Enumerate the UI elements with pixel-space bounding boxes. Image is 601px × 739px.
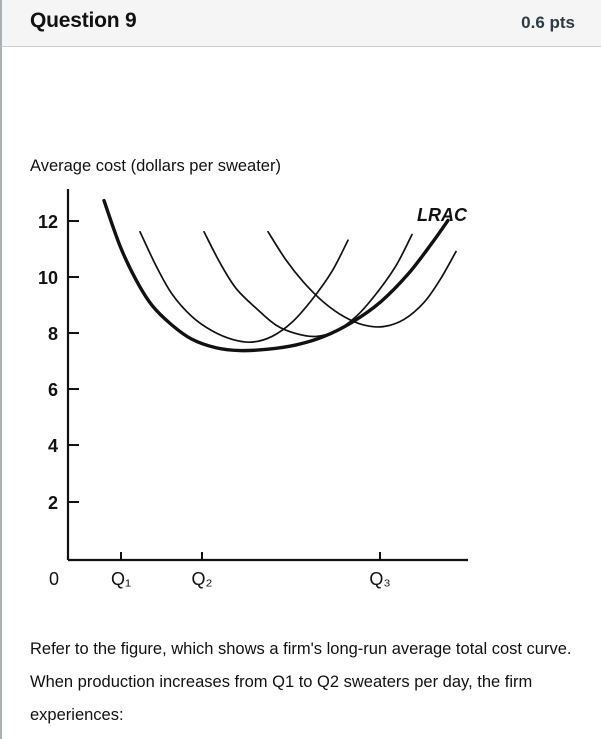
question-points-badge: 0.6 pts xyxy=(521,13,575,32)
y-tick-label: 8 xyxy=(48,324,58,344)
short-run-atc-curve-2 xyxy=(203,230,413,338)
short-run-atc-curve-1 xyxy=(139,230,349,344)
cost-curve-svg: Average cost (dollars per sweater) 12 10… xyxy=(30,157,468,589)
question-title: Question 9 xyxy=(30,9,137,32)
short-run-atc-curve-3 xyxy=(267,230,457,328)
y-tick-label: 10 xyxy=(38,268,58,288)
question-body: Average cost (dollars per sweater) 12 10… xyxy=(0,47,601,739)
x-axis-ticks xyxy=(120,552,381,560)
y-tick-label: 6 xyxy=(48,380,58,400)
y-tick-label: 12 xyxy=(38,212,58,232)
y-tick-label: 4 xyxy=(48,436,58,456)
origin-label: 0 xyxy=(49,569,59,589)
y-axis-title: Average cost (dollars per sweater) xyxy=(30,157,281,175)
x-tick-label: Q₂ xyxy=(192,569,213,589)
question-header: Question 9 0.6 pts xyxy=(0,0,601,47)
cost-curve-figure: Average cost (dollars per sweater) 12 10… xyxy=(2,47,601,592)
lrac-envelope-curve xyxy=(102,198,450,353)
x-tick-label: Q₃ xyxy=(369,569,390,589)
question-prompt-text: Refer to the figure, which shows a firm'… xyxy=(30,640,572,724)
y-axis-ticks xyxy=(68,220,79,503)
x-tick-label: Q₁ xyxy=(111,569,131,589)
y-tick-label: 2 xyxy=(48,493,58,513)
lrac-curve-label: LRAC xyxy=(417,205,468,225)
